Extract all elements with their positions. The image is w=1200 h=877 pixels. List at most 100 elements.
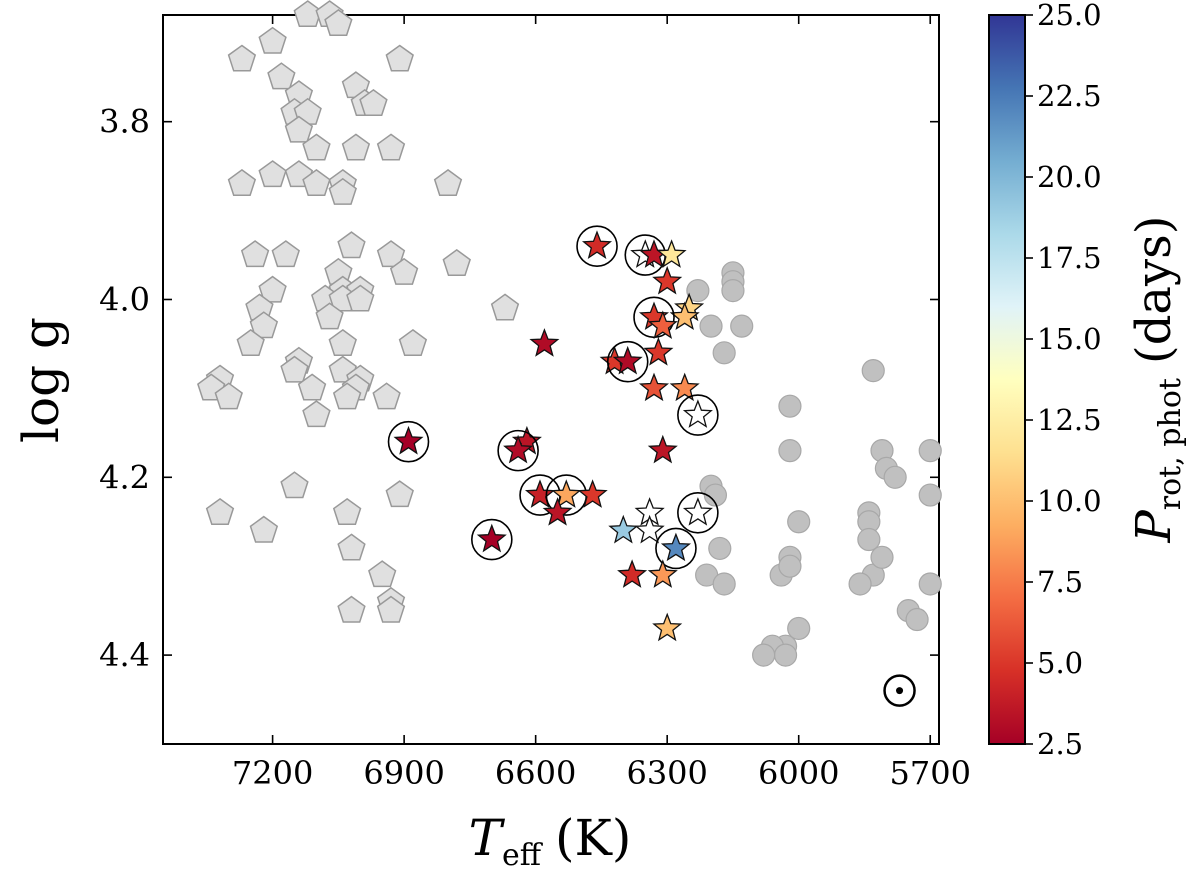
pentagon-marker — [341, 133, 371, 161]
star-marker — [529, 328, 560, 357]
sun-ring — [883, 674, 916, 707]
star-marker — [393, 425, 424, 455]
star-marker — [669, 372, 700, 402]
pentagon-marker — [280, 471, 309, 499]
star-marker — [682, 399, 713, 428]
colorbar-tick-label: 20.0 — [1037, 160, 1102, 194]
circle-marker — [870, 545, 894, 569]
star-marker — [577, 479, 608, 508]
circle-marker — [905, 607, 929, 632]
circle-marker — [686, 278, 710, 303]
pentagon-marker — [389, 257, 419, 285]
pentagon-marker — [328, 328, 357, 357]
star-marker — [656, 239, 687, 268]
circle-marker — [699, 314, 723, 338]
star-marker — [647, 559, 678, 588]
colorbar-tick-label: 10.0 — [1037, 484, 1102, 518]
pentagon-marker — [302, 133, 331, 161]
star-marker — [542, 497, 573, 526]
circle-marker — [778, 554, 802, 578]
pentagon-marker — [227, 44, 257, 72]
pentagon-marker — [368, 560, 397, 588]
sun-symbol — [883, 674, 916, 707]
pentagon-marker — [267, 62, 296, 90]
colorbar — [988, 14, 1026, 745]
sun-dot — [896, 687, 904, 695]
colorbar-tick-label: 5.0 — [1037, 646, 1083, 680]
star-marker — [617, 559, 648, 588]
pentagon-marker — [249, 311, 279, 339]
circle-marker — [708, 536, 732, 561]
circle-marker — [730, 314, 754, 338]
y-tick-label: 4.0 — [99, 280, 150, 318]
pentagon-marker — [385, 480, 414, 508]
colorbar-ticks: 2.5 5.0 7.5 10.0 12.5 15.0 17.5 20.0 22.5 25.0 — [1025, 0, 1102, 761]
x-tick-label: 6300 — [626, 754, 707, 792]
star-marker — [608, 514, 639, 544]
star-marker — [643, 336, 674, 366]
circle-marker — [712, 341, 736, 365]
pentagon-marker — [271, 240, 300, 268]
colorbar-tick-label: 25.0 — [1037, 0, 1102, 32]
circle-marker — [861, 359, 885, 383]
highlight-ring — [655, 527, 697, 570]
pentagon-marker — [297, 373, 327, 401]
colorbar-title: Prot, phot(days) — [1126, 215, 1188, 543]
colorbar-tick-label: 7.5 — [1037, 565, 1083, 599]
star-marker — [612, 345, 643, 375]
colorbar-tick-label: 12.5 — [1037, 403, 1102, 437]
highlight-ring — [387, 420, 430, 463]
pentagon-marker — [315, 302, 344, 330]
highlight-ring — [471, 518, 513, 561]
highlight-ring — [677, 394, 719, 436]
plot-area — [162, 14, 940, 745]
circle-marker — [752, 643, 776, 667]
pentagon-marker — [376, 133, 406, 161]
circle-marker — [918, 572, 942, 596]
circle-marker — [848, 572, 872, 596]
x-tick-label: 6000 — [758, 754, 839, 792]
pentagon-marker — [376, 240, 406, 268]
star-marker — [647, 434, 678, 464]
star-marker — [524, 479, 556, 508]
circle-marker — [703, 483, 728, 507]
pentagon-marker — [442, 248, 471, 277]
pentagon-marker — [332, 497, 362, 525]
pentagon-marker — [258, 275, 287, 303]
pentagon-marker — [227, 168, 257, 196]
pentagon-marker — [258, 26, 287, 54]
pentagon-marker — [249, 515, 279, 543]
circle-marker — [918, 483, 942, 507]
star-marker — [660, 532, 692, 562]
pentagon-marker — [324, 8, 353, 36]
pentagon-marker — [328, 177, 357, 205]
star-marker — [647, 310, 678, 339]
y-axis-ticks: 3.8 4.0 4.2 4.4 — [99, 103, 939, 674]
pentagon-marker — [214, 382, 243, 410]
pentagon-marker — [236, 328, 265, 357]
pentagon-marker — [359, 88, 388, 116]
x-tick-label: 6600 — [495, 754, 576, 792]
star-marker — [634, 514, 665, 544]
pentagon-marker — [337, 231, 366, 259]
pentagon-marker — [302, 400, 331, 428]
pentagon-marker — [280, 355, 309, 383]
circle-marker — [787, 510, 811, 534]
colorbar-tick-label: 17.5 — [1037, 241, 1102, 275]
star-marker — [638, 372, 670, 402]
pentagon-marker — [240, 240, 270, 268]
x-axis-ticks: 7200 6900 6600 6300 6000 5700 — [232, 15, 971, 792]
colorbar-tick-label: 22.5 — [1037, 79, 1102, 113]
highlight-ring — [497, 429, 539, 472]
star-marker — [652, 265, 683, 295]
pentagon-marker — [337, 595, 366, 623]
y-tick-label: 3.8 — [99, 103, 150, 141]
y-axis-title: log g — [12, 317, 70, 443]
colorbar-tick-label: 15.0 — [1037, 322, 1102, 356]
circle-marker — [721, 278, 745, 303]
highlight-ring — [606, 340, 649, 383]
highlight-ring — [677, 492, 719, 534]
star-marker — [669, 301, 700, 331]
circle-marker — [857, 527, 881, 552]
circle-marker — [883, 465, 907, 489]
